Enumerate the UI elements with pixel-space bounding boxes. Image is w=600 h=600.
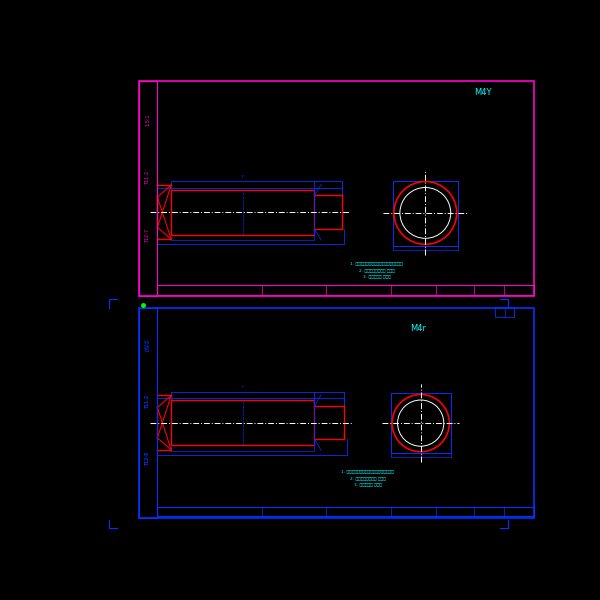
Text: T11-2: T11-2 — [145, 395, 150, 409]
Bar — [157, 507, 534, 517]
Text: T11-2: T11-2 — [145, 171, 150, 185]
Bar — [139, 308, 157, 518]
Bar — [391, 393, 451, 453]
Text: T12-7: T12-7 — [145, 452, 150, 466]
Text: 1:5:1: 1:5:1 — [145, 339, 150, 352]
Bar — [495, 307, 514, 317]
Text: 2. 高强负荷被联测制 紧固。: 2. 高强负荷被联测制 紧固。 — [359, 268, 395, 272]
Text: T12-7: T12-7 — [145, 229, 150, 243]
Bar — [171, 190, 314, 235]
Bar — [393, 181, 458, 246]
Bar — [139, 81, 157, 296]
Bar — [139, 308, 534, 518]
Text: M4r: M4r — [410, 324, 427, 333]
Bar — [171, 400, 314, 445]
Text: 1. 注意事项：指定瞃面处理，开喷沙处理。: 1. 注意事项：指定瞃面处理，开喷沙处理。 — [350, 261, 403, 265]
Text: r: r — [242, 174, 244, 179]
Bar — [139, 81, 534, 296]
Text: 3. 表面涂馆馆 沿面。: 3. 表面涂馆馆 沿面。 — [363, 274, 391, 278]
Text: 3. 表面涂馆馆 沿面。: 3. 表面涂馆馆 沿面。 — [353, 482, 382, 487]
Text: 1. 注意事项：指定瞃面处理，开喷沙处理。: 1. 注意事项：指定瞃面处理，开喷沙处理。 — [341, 470, 394, 473]
Bar — [157, 286, 534, 295]
Text: r: r — [242, 385, 244, 389]
Text: T12-8: T12-8 — [145, 452, 150, 466]
Text: Y-2:5: Y-2:5 — [145, 340, 150, 352]
Text: 1:5:1: 1:5:1 — [145, 113, 150, 126]
Text: M4Y: M4Y — [475, 88, 492, 97]
Text: 2. 高强负荷被联测制 紧固。: 2. 高强负荷被联测制 紧固。 — [350, 476, 385, 480]
Text: T11-2: T11-2 — [145, 395, 150, 409]
